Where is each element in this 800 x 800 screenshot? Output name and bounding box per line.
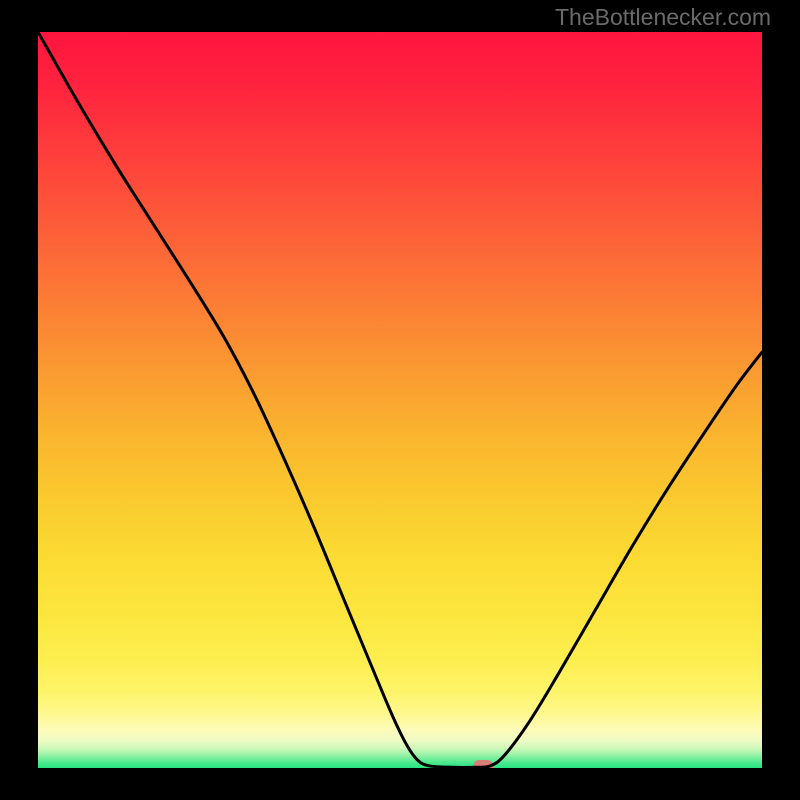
chart-plot-area	[38, 32, 762, 768]
bottleneck-curve	[38, 32, 762, 767]
watermark-text: TheBottlenecker.com	[555, 4, 771, 31]
curve-layer	[38, 32, 762, 768]
